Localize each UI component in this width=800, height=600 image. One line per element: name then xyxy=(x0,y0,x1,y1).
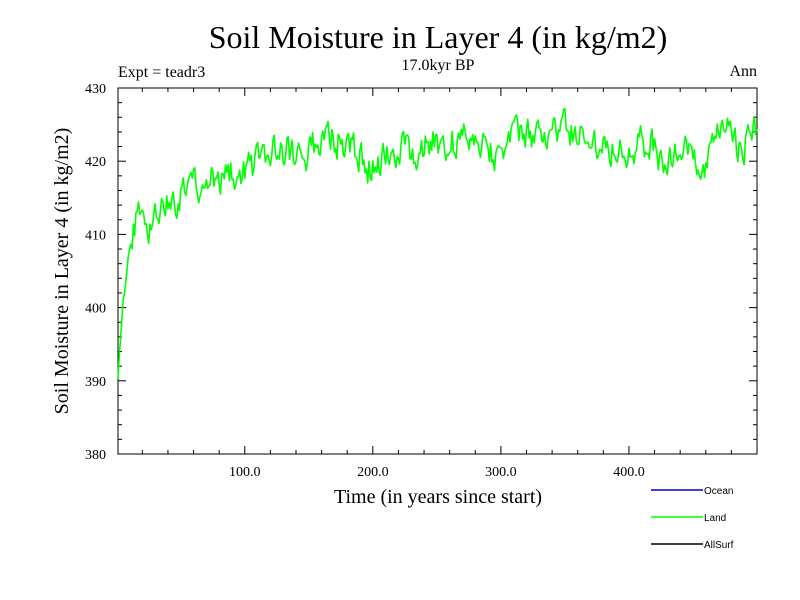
x-axis-label: Time (in years since start) xyxy=(334,486,542,508)
y-tick-label: 420 xyxy=(85,155,106,170)
plot-area: 100.0 200.0 300.0 400.0 380 390 400 410 420 430 xyxy=(85,82,758,480)
x-tick-label: 400.0 xyxy=(613,465,645,480)
x-tick-label: 300.0 xyxy=(485,465,517,480)
season-label: Ann xyxy=(729,63,757,80)
y-tick-label: 430 xyxy=(85,82,106,97)
y-tick-label: 410 xyxy=(85,228,106,243)
legend-label-ocean: Ocean xyxy=(704,486,733,497)
legend-label-land: Land xyxy=(704,513,726,524)
series-line-land xyxy=(117,107,758,380)
x-tick-label: 100.0 xyxy=(229,465,261,480)
legend-label-allsurf: AllSurf xyxy=(704,540,734,551)
plot-frame xyxy=(117,87,758,455)
x-tick-label: 200.0 xyxy=(357,465,389,480)
y-tick-label: 390 xyxy=(85,375,106,390)
y-tick-label: 380 xyxy=(85,448,106,463)
experiment-label: Expt = teadr3 xyxy=(118,64,205,81)
y-axis-label: Soil Moisture in Layer 4 (in kg/m2) xyxy=(51,128,73,415)
chart-subtitle: 17.0kyr BP xyxy=(402,57,475,74)
chart-title: Soil Moisture in Layer 4 (in kg/m2) xyxy=(209,19,668,55)
legend: Ocean Land AllSurf xyxy=(651,486,734,551)
y-tick-label: 400 xyxy=(85,302,106,317)
